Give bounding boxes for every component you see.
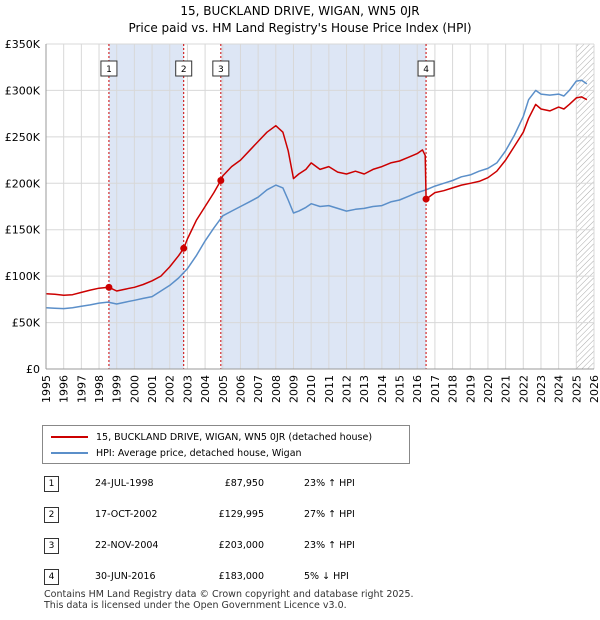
x-tick-label: 2017 [429,375,442,403]
sale-price: £203,000 [218,540,264,551]
legend-item-hpi: HPI: Average price, detached house, Wiga… [51,446,302,460]
x-tick-label: 2021 [500,375,513,403]
x-tick-label: 2016 [411,375,424,403]
sale-point [217,177,225,184]
x-tick-label: 2006 [234,375,247,403]
sale-marker-label: 3 [218,65,224,75]
sale-date: 22-NOV-2004 [95,540,159,551]
sale-price: £183,000 [218,571,264,582]
sale-price: £129,995 [218,509,264,520]
footer: Contains HM Land Registry data © Crown c… [44,589,414,611]
x-tick-label: 2013 [358,375,371,403]
x-tick-label: 2001 [146,375,159,403]
y-tick-label: £350K [5,38,41,51]
footer-copyright: Contains HM Land Registry data © Crown c… [44,589,414,600]
shaded-period [108,44,184,369]
table-row: 1 24-JUL-1998 £87,950 23% ↑ HPI [42,476,422,494]
sale-price: £87,950 [224,478,264,489]
x-tick-label: 2020 [482,375,495,403]
legend-label-hpi: HPI: Average price, detached house, Wiga… [96,447,302,459]
sale-date: 24-JUL-1998 [95,478,154,489]
sale-marker-label: 2 [181,65,187,75]
x-tick-label: 2023 [535,375,548,403]
sale-hpi-diff: 5% ↓ HPI [304,571,349,582]
legend-label-property: 15, BUCKLAND DRIVE, WIGAN, WN5 0JR (deta… [96,431,373,443]
sale-point [105,283,113,291]
x-tick-label: 2008 [270,375,283,403]
x-tick-label: 1996 [58,375,71,403]
x-tick-label: 2026 [588,375,600,403]
x-tick-label: 2009 [287,375,300,403]
x-tick-label: 1995 [40,375,53,403]
x-tick-label: 2018 [447,375,460,403]
sale-date: 30-JUN-2016 [95,571,156,582]
sale-point [180,244,188,252]
forecast-hatch [576,44,594,369]
table-row: 4 30-JUN-2016 £183,000 5% ↓ HPI [42,569,422,587]
price-chart: 1 2 3 4 £0 £50K £100K £150K £200K £250K £300K £350… [5,38,600,403]
sale-number-badge: 3 [44,538,59,554]
y-tick-label: £0 [26,363,40,376]
x-tick-label: 1999 [111,375,124,403]
legend: 15, BUCKLAND DRIVE, WIGAN, WN5 0JR (deta… [42,425,410,464]
sale-hpi-diff: 27% ↑ HPI [304,509,355,520]
property-series-line [45,96,588,296]
sale-hpi-diff: 23% ↑ HPI [304,540,355,551]
legend-swatch-blue [51,452,88,454]
x-tick-label: 2011 [323,375,336,403]
sale-marker-box [212,60,230,77]
x-tick-label: 2019 [464,375,477,403]
sale-marker-box [100,60,118,77]
x-tick-label: 2002 [164,375,177,403]
legend-item-property: 15, BUCKLAND DRIVE, WIGAN, WN5 0JR (deta… [51,430,372,444]
x-tick-label: 2015 [394,375,407,403]
hpi-series-line [45,79,588,310]
y-tick-label: £250K [5,131,41,144]
x-tick-label: 1997 [75,375,88,403]
table-row: 3 22-NOV-2004 £203,000 23% ↑ HPI [42,538,422,556]
x-tick-label: 2000 [128,375,141,403]
x-tick-label: 2025 [570,375,583,403]
sale-marker-box [175,60,193,77]
sale-marker-box [417,60,435,77]
x-tick-label: 2005 [217,375,230,403]
y-tick-label: £200K [5,177,41,190]
footer-licence: This data is licensed under the Open Gov… [44,600,347,611]
x-tick-label: 2003 [181,375,194,403]
sale-point [422,195,430,203]
x-tick-label: 1998 [93,375,106,403]
y-tick-label: £50K [12,317,41,330]
x-tick-label: 2022 [517,375,530,403]
table-row: 2 17-OCT-2002 £129,995 27% ↑ HPI [42,507,422,525]
sale-date: 17-OCT-2002 [95,509,158,520]
y-tick-label: £100K [5,270,41,283]
sale-marker-label: 1 [106,65,112,75]
y-tick-label: £300K [5,84,41,97]
sale-hpi-diff: 23% ↑ HPI [304,478,355,489]
sale-number-badge: 1 [44,476,59,492]
chart-subtitle: Price paid vs. HM Land Registry's House … [128,21,472,35]
x-tick-label: 2024 [553,375,566,403]
y-tick-label: £150K [5,224,41,237]
sale-number-badge: 2 [44,507,59,523]
x-tick-label: 2007 [252,375,265,403]
sale-marker-label: 4 [423,65,429,75]
x-tick-label: 2004 [199,375,212,403]
legend-swatch-red [51,436,88,438]
x-tick-label: 2010 [305,375,318,403]
chart-title: 15, BUCKLAND DRIVE, WIGAN, WN5 0JR [180,4,420,18]
sale-number-badge: 4 [44,569,59,585]
x-tick-label: 2012 [341,375,354,403]
x-tick-label: 2014 [376,375,389,403]
